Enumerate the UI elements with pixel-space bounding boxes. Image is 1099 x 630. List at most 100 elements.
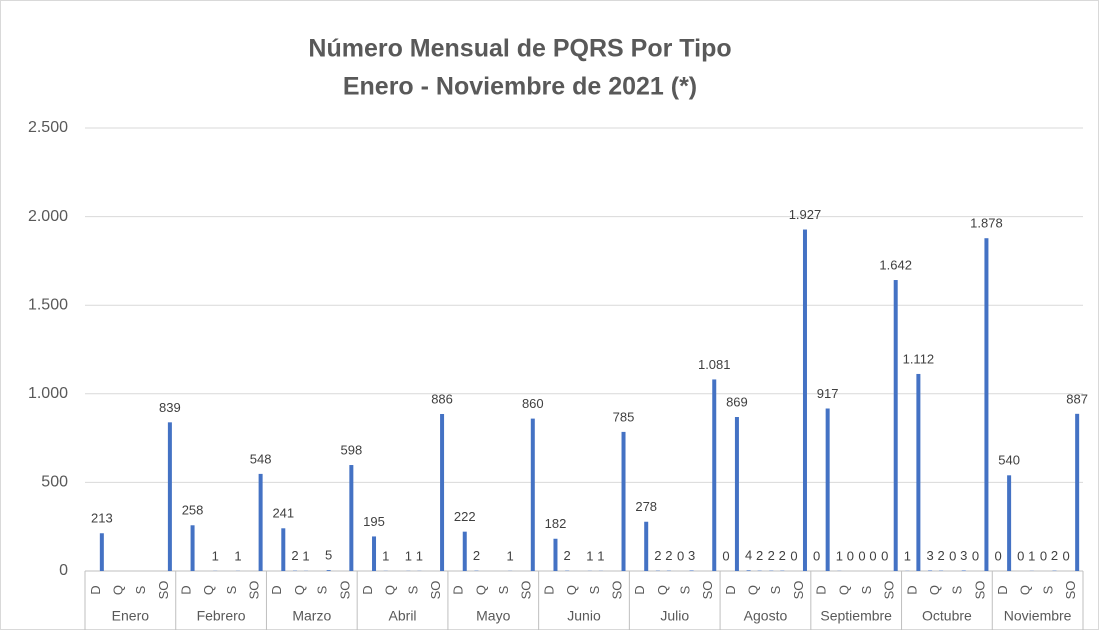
chart-subtitle: Enero - Noviembre de 2021 (*)	[343, 73, 697, 101]
value-label: 2	[665, 548, 672, 563]
group-label: Enero	[112, 608, 150, 624]
value-label: 1.081	[698, 357, 731, 372]
bar	[689, 570, 694, 571]
y-tick-label: 1.500	[28, 296, 68, 313]
value-label: 0	[949, 548, 956, 563]
x-tick-label: D	[179, 585, 194, 594]
chart-title: Número Mensual de PQRS Por Tipo	[308, 35, 731, 63]
y-tick-label: 2.500	[28, 119, 68, 136]
bar	[372, 536, 377, 571]
value-label: 0	[1017, 548, 1024, 563]
bar	[893, 280, 898, 571]
value-label: 2	[937, 548, 944, 563]
x-tick-label: SO	[972, 581, 987, 600]
bar	[1075, 413, 1080, 571]
bar	[621, 431, 626, 571]
value-label: 0	[813, 548, 820, 563]
bar	[440, 414, 445, 571]
value-label: 1	[904, 548, 911, 563]
value-label: 1	[405, 548, 412, 563]
value-label: 548	[250, 451, 272, 466]
value-label: 213	[91, 511, 113, 526]
x-tick-label: S	[859, 585, 874, 594]
value-label: 0	[790, 548, 797, 563]
value-label: 1	[597, 548, 604, 563]
bar	[984, 238, 989, 572]
value-label: 241	[272, 506, 294, 521]
y-tick-label: 1.000	[28, 385, 68, 402]
value-label: 2	[291, 548, 298, 563]
bar	[281, 528, 286, 571]
value-label: 839	[159, 400, 181, 415]
value-label: 860	[522, 396, 544, 411]
value-label: 1	[586, 548, 593, 563]
bar	[712, 379, 717, 571]
x-tick-label: SO	[428, 581, 443, 600]
bar	[462, 531, 467, 571]
bar	[928, 570, 933, 571]
x-tick-label: D	[451, 585, 466, 594]
x-tick-label: D	[360, 585, 375, 594]
group-label: Marzo	[292, 608, 331, 624]
value-label: 2	[1051, 548, 1058, 563]
x-tick-label: SO	[609, 581, 624, 600]
value-label: 1	[506, 548, 513, 563]
x-tick-label: S	[224, 585, 239, 594]
group-label: Junio	[567, 608, 601, 624]
bar	[802, 229, 807, 572]
x-tick-label: D	[723, 585, 738, 594]
value-label: 2	[779, 548, 786, 563]
value-label: 1	[1028, 548, 1035, 563]
x-tick-label: SO	[247, 581, 262, 600]
bar	[1007, 475, 1012, 571]
value-label: 0	[847, 548, 854, 563]
value-label: 886	[431, 391, 453, 406]
group-label: Noviembre	[1004, 608, 1072, 624]
x-tick-label: S	[950, 585, 965, 594]
bar	[916, 373, 921, 571]
bar	[326, 570, 331, 571]
value-label: 1	[416, 548, 423, 563]
bar	[190, 525, 195, 571]
x-tick-label: S	[496, 585, 511, 594]
bar	[258, 473, 263, 571]
x-tick-label: S	[133, 585, 148, 594]
value-label: 2	[473, 548, 480, 563]
value-label: 598	[340, 442, 362, 457]
value-label: 2	[756, 548, 763, 563]
x-tick-label: D	[814, 585, 829, 594]
value-label: 1	[836, 548, 843, 563]
value-label: 2	[768, 548, 775, 563]
value-label: 1.927	[789, 207, 822, 222]
x-tick-label: S	[405, 585, 420, 594]
value-label: 785	[613, 409, 635, 424]
group-label: Octubre	[922, 608, 972, 624]
x-tick-label: S	[1040, 585, 1055, 594]
value-label: 258	[182, 503, 204, 518]
value-label: 0	[1040, 548, 1047, 563]
value-label: 5	[325, 548, 332, 563]
value-label: 3	[960, 548, 967, 563]
value-label: 0	[1063, 548, 1070, 563]
x-tick-label: Q	[292, 585, 307, 595]
x-tick-label: S	[678, 585, 693, 594]
x-tick-label: Q	[1018, 585, 1033, 595]
value-label: 278	[635, 499, 657, 514]
value-label: 540	[998, 453, 1020, 468]
group-label: Mayo	[476, 608, 510, 624]
value-label: 869	[726, 394, 748, 409]
bar	[734, 417, 739, 571]
x-tick-label: Q	[655, 585, 670, 595]
bar	[553, 538, 558, 571]
x-tick-label: SO	[337, 581, 352, 600]
x-tick-label: D	[632, 585, 647, 594]
value-label: 0	[858, 548, 865, 563]
bar	[825, 408, 830, 571]
group-label: Febrero	[197, 608, 246, 624]
value-label: 1.642	[879, 257, 912, 272]
value-label: 0	[722, 548, 729, 563]
bar	[349, 465, 354, 571]
x-tick-label: Q	[201, 585, 216, 595]
value-label: 0	[869, 548, 876, 563]
value-label: 0	[677, 548, 684, 563]
